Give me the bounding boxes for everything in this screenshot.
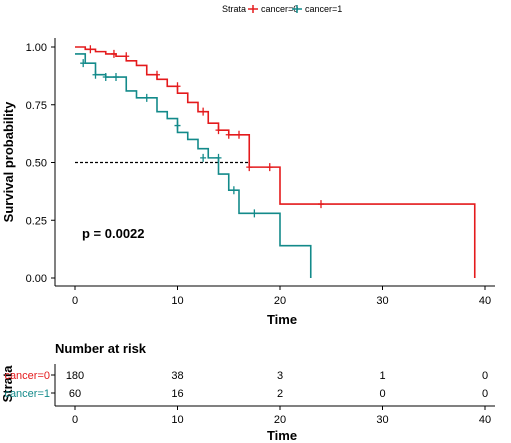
survival-curve-cancer0 xyxy=(75,46,476,278)
x-tick-label: 10 xyxy=(171,295,183,307)
p-value-annotation: p = 0.0022 xyxy=(82,226,145,241)
y-axis-title: Survival probability xyxy=(1,101,16,222)
risk-table-strata-title: Strata xyxy=(0,365,15,403)
censor-mark xyxy=(200,107,207,116)
censor-mark xyxy=(113,73,119,82)
risk-count: 16 xyxy=(171,388,183,400)
risk-x-tick-label: 30 xyxy=(376,414,388,426)
x-tick-label: 20 xyxy=(274,295,286,307)
legend-item-label: cancer=0 xyxy=(261,4,298,14)
risk-x-tick-label: 0 xyxy=(72,414,78,426)
censor-mark xyxy=(230,186,237,195)
censor-mark xyxy=(123,52,130,61)
censor-mark xyxy=(110,49,117,58)
legend: Strata cancer=0 cancer=1 xyxy=(222,4,342,14)
risk-table-title: Number at risk xyxy=(55,341,147,356)
risk-x-tick-label: 40 xyxy=(479,414,491,426)
risk-x-tick-label: 20 xyxy=(274,414,286,426)
censor-mark xyxy=(215,126,222,135)
censor-mark xyxy=(236,130,242,139)
censor-mark xyxy=(143,93,150,102)
censor-mark xyxy=(92,70,99,79)
x-tick-label: 40 xyxy=(479,295,491,307)
censor-mark xyxy=(80,59,87,68)
x-axis-title: Time xyxy=(267,312,297,327)
legend-title: Strata xyxy=(222,4,246,14)
risk-count: 180 xyxy=(66,370,84,382)
censor-mark xyxy=(154,70,160,79)
censor-mark xyxy=(200,153,207,162)
risk-x-tick-label: 10 xyxy=(171,414,183,426)
risk-row-label: cancer=0 xyxy=(4,370,50,382)
censor-mark xyxy=(174,121,181,130)
y-tick-label: 1.00 xyxy=(26,42,47,54)
survival-curve-cancer1 xyxy=(75,53,312,278)
censor-mark xyxy=(266,163,273,172)
risk-count: 38 xyxy=(171,370,183,382)
risk-row-label: cancer=1 xyxy=(4,388,50,400)
censor-mark xyxy=(251,209,258,218)
risk-count: 3 xyxy=(277,370,283,382)
y-tick-label: 0.25 xyxy=(26,215,47,227)
censor-mark xyxy=(102,73,109,82)
risk-count: 0 xyxy=(379,388,385,400)
risk-table-x-title: Time xyxy=(267,428,297,443)
censor-mark xyxy=(215,153,222,162)
y-tick-label: 0.75 xyxy=(26,100,47,112)
legend-item-label: cancer=1 xyxy=(305,4,342,14)
risk-count: 0 xyxy=(482,370,488,382)
censor-mark xyxy=(318,200,324,209)
risk-count: 2 xyxy=(277,388,283,400)
y-tick-label: 0.00 xyxy=(26,273,47,285)
risk-count: 60 xyxy=(69,388,81,400)
risk-count: 1 xyxy=(379,370,385,382)
risk-count: 0 xyxy=(482,388,488,400)
x-tick-label: 30 xyxy=(376,295,388,307)
censor-mark xyxy=(246,163,253,172)
censor-mark xyxy=(87,45,94,54)
y-tick-label: 0.50 xyxy=(26,158,47,170)
x-tick-label: 0 xyxy=(72,295,78,307)
censor-mark xyxy=(225,130,232,139)
censor-mark xyxy=(174,82,181,91)
